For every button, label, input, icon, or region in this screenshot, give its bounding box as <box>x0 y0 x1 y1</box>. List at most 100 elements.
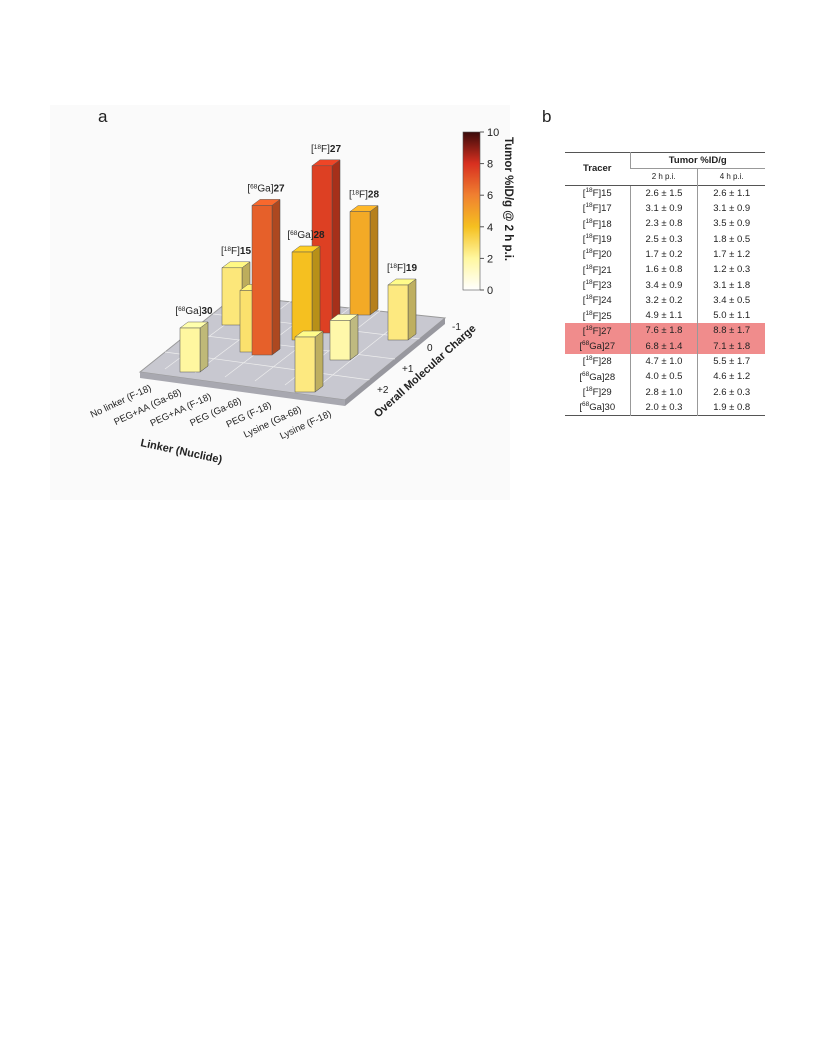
table-row: [18F]21 1.6 ± 0.8 1.2 ± 0.3 <box>565 262 765 278</box>
bar-label-part: 30 <box>202 306 214 317</box>
bar-label-part: 15 <box>240 246 252 257</box>
tracer-part: [ <box>582 295 586 307</box>
table-header: Tracer <box>565 152 630 186</box>
tracer-part: 19 <box>601 234 612 246</box>
tracer-part: [ <box>582 325 586 337</box>
value-cell: 3.2 ± 0.2 <box>629 292 698 308</box>
tracer-part: 18 <box>585 278 593 286</box>
tracer-part: F] <box>592 249 602 261</box>
tracer-part: Ga] <box>589 402 605 414</box>
table-row: [18F]24 3.2 ± 0.2 3.4 ± 0.5 <box>565 292 765 308</box>
value-cell: 1.9 ± 0.8 <box>697 399 765 416</box>
tracer-part: 18 <box>585 187 593 195</box>
bar-label-part: 18 <box>390 263 398 270</box>
tracer-part: F] <box>592 387 602 399</box>
table-header: 4 h p.i. <box>697 168 765 186</box>
tracer-part: 68 <box>582 401 590 409</box>
value-cell: 7.1 ± 1.8 <box>697 338 765 354</box>
tracer-cell: [68Ga]27 <box>565 338 630 354</box>
tracer-cell: [18F]29 <box>565 384 630 399</box>
tracer-part: 30 <box>604 402 616 414</box>
table-header: Tumor %ID/g <box>629 152 765 170</box>
bar-label-part: F] <box>321 144 330 155</box>
tracer-part: 18 <box>585 248 593 256</box>
value-cell: 4.0 ± 0.5 <box>629 369 698 385</box>
value-cell: 3.5 ± 0.9 <box>697 216 765 232</box>
tracer-cell: [18F]23 <box>565 277 630 292</box>
bar <box>291 251 313 341</box>
tracer-part: 18 <box>585 324 593 332</box>
bar-side <box>271 198 281 356</box>
value-cell: 5.5 ± 1.7 <box>697 353 765 370</box>
value-cell: 3.1 ± 1.8 <box>697 277 765 293</box>
tracer-part: 28 <box>601 356 612 368</box>
tracer-part: 18 <box>585 355 593 363</box>
table-row: [18F]20 1.7 ± 0.2 1.7 ± 1.2 <box>565 246 765 263</box>
table-row: [68Ga]27 6.8 ± 1.4 7.1 ± 1.8 <box>565 338 765 354</box>
value-cell: 3.4 ± 0.9 <box>629 277 698 293</box>
tracer-part: 27 <box>604 341 616 353</box>
tracer-part: [ <box>579 402 582 414</box>
table-body: [18F]15 2.6 ± 1.5 2.6 ± 1.1 [18F]17 3.1 ± 0.… <box>565 185 765 416</box>
tracer-part: [ <box>579 341 582 353</box>
y-tick-label: +1 <box>402 364 414 375</box>
y-tick-label: 0 <box>427 343 433 354</box>
tracer-part: Ga] <box>589 341 605 353</box>
value-cell: 2.0 ± 0.3 <box>629 399 698 416</box>
colorbar-title: Tumor %ID/g @ 2 h p.i. <box>502 137 514 261</box>
colorbar <box>462 131 481 291</box>
tracer-part: 27 <box>601 325 612 337</box>
bar-side <box>199 321 209 373</box>
colorbar-tick-label: 4 <box>487 222 493 234</box>
colorbar-tick-label: 8 <box>487 159 493 171</box>
tracer-part: [ <box>582 310 586 322</box>
tracer-part: [ <box>582 387 586 399</box>
value-cell: 2.3 ± 0.8 <box>629 216 698 232</box>
bar-label-part: 27 <box>274 183 286 194</box>
bar-label-part: 68 <box>250 183 258 190</box>
bar-label-part: Ga] <box>185 306 201 317</box>
bar-side <box>407 278 417 341</box>
bar-label-part: 18 <box>224 245 232 252</box>
table-row: [18F]23 3.4 ± 0.9 3.1 ± 1.8 <box>565 277 765 293</box>
tracer-part: 17 <box>601 203 612 215</box>
bar-label: [68Ga]27 <box>247 183 285 195</box>
tracer-part: [ <box>582 280 586 292</box>
tracer-part: 20 <box>601 249 612 261</box>
tracer-cell: [18F]20 <box>565 247 630 262</box>
value-cell: 4.7 ± 1.0 <box>629 353 698 370</box>
bar-label: [18F]28 <box>349 189 379 201</box>
value-cell: 1.7 ± 1.2 <box>697 246 765 263</box>
value-cell: 3.1 ± 0.9 <box>697 200 765 217</box>
tracer-part: 28 <box>604 371 616 383</box>
bar-side <box>311 245 321 341</box>
tracer-part: [ <box>582 249 586 261</box>
y-tick-label: -1 <box>452 322 461 333</box>
panel-letter: a <box>98 107 108 126</box>
tracer-part: F] <box>592 188 602 200</box>
bar-label: [68Ga]28 <box>287 230 325 242</box>
value-cell: 1.8 ± 0.5 <box>697 231 765 247</box>
tracer-cell: [18F]17 <box>565 201 630 216</box>
value-cell: 2.6 ± 1.5 <box>629 185 698 201</box>
bar-side <box>331 159 341 334</box>
tracer-part: F] <box>592 356 602 368</box>
value-cell: 2.6 ± 1.1 <box>697 185 765 201</box>
value-cell: 7.6 ± 1.8 <box>629 323 698 339</box>
tracer-cell: [18F]25 <box>565 308 630 323</box>
table-row: [18F]27 7.6 ± 1.8 8.8 ± 1.7 <box>565 323 765 339</box>
tracer-part: 18 <box>585 202 593 210</box>
tracer-cell: [18F]27 <box>565 323 630 339</box>
tracer-cell: [18F]18 <box>565 216 630 231</box>
bar-label-part: [ <box>349 190 352 201</box>
tracer-cell: [18F]28 <box>565 354 630 369</box>
tracer-part: [ <box>582 188 586 200</box>
bar <box>221 267 243 326</box>
value-cell: 1.7 ± 0.2 <box>629 246 698 263</box>
bar <box>179 327 201 373</box>
tracer-cell: [18F]24 <box>565 293 630 308</box>
table-row: [68Ga]30 2.0 ± 0.3 1.9 ± 0.8 <box>565 399 765 416</box>
tracer-part: 24 <box>601 295 612 307</box>
value-cell: 6.8 ± 1.4 <box>629 338 698 354</box>
tracer-part: F] <box>592 203 602 215</box>
